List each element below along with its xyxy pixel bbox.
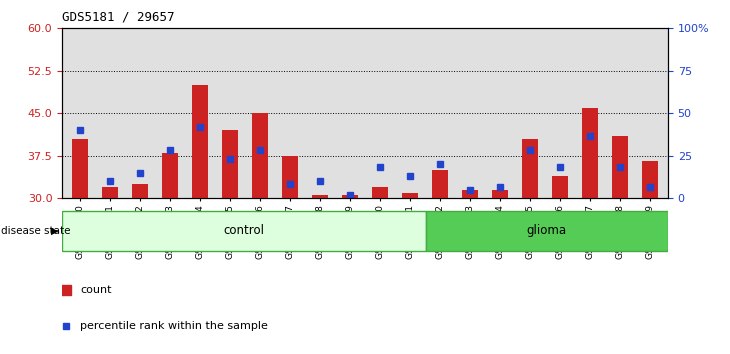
- Bar: [522, 139, 538, 198]
- Bar: [426, 211, 668, 251]
- Text: disease state: disease state: [1, 226, 71, 236]
- Text: count: count: [80, 285, 112, 295]
- Bar: [372, 187, 388, 198]
- Bar: [612, 136, 629, 198]
- Bar: [431, 170, 448, 198]
- Bar: [132, 184, 148, 198]
- Bar: [62, 211, 426, 251]
- Bar: [642, 161, 658, 198]
- Bar: [342, 195, 358, 198]
- Bar: [72, 139, 88, 198]
- Bar: [192, 85, 208, 198]
- Text: GDS5181 / 29657: GDS5181 / 29657: [62, 11, 174, 24]
- Text: control: control: [223, 224, 264, 236]
- Bar: [252, 113, 268, 198]
- Bar: [222, 130, 238, 198]
- Bar: [582, 108, 598, 198]
- Text: ▶: ▶: [51, 226, 58, 236]
- Bar: [492, 190, 508, 198]
- Bar: [312, 195, 328, 198]
- Text: percentile rank within the sample: percentile rank within the sample: [80, 321, 268, 331]
- Text: glioma: glioma: [527, 224, 566, 236]
- Bar: [162, 153, 178, 198]
- Bar: [462, 190, 478, 198]
- Bar: [552, 176, 568, 198]
- Bar: [101, 187, 118, 198]
- Bar: [282, 156, 299, 198]
- Bar: [402, 193, 418, 198]
